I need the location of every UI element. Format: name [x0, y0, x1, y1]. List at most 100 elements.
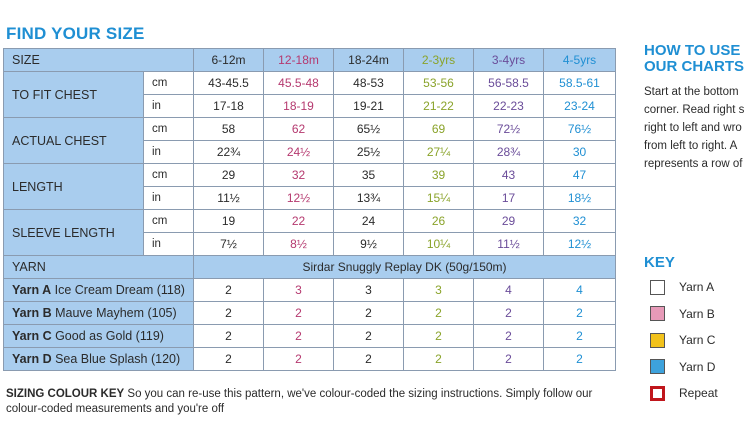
size-header-4-5yrs: 4-5yrs: [543, 48, 617, 72]
key-item-repeat: Repeat: [650, 385, 718, 401]
key-item-yarn-c: Yarn C: [650, 332, 715, 348]
unit-label: in: [142, 232, 195, 256]
measurement-value: 43-45.5: [193, 71, 265, 95]
measurement-value: 22: [263, 209, 335, 233]
measurement-value: 12½: [543, 232, 617, 256]
key-item-label: Yarn C: [679, 333, 716, 347]
measurement-value: 9½: [333, 232, 405, 256]
yarn-quantity-value: 2: [403, 347, 475, 371]
table-row: in 22¾ 24½ 25½ 27¼ 28¾ 30: [4, 140, 617, 164]
measurement-value: 32: [263, 163, 335, 187]
measurement-value: 45.5-48: [263, 71, 335, 95]
yarn-row: YARN Sirdar Snuggly Replay DK (50g/150m): [2, 255, 617, 279]
yarn-quantity-value: 4: [543, 278, 617, 302]
measurement-value: 18½: [543, 186, 617, 210]
yarn-quantity-value: 2: [263, 301, 335, 325]
table-row: Yarn C Good as Gold (119) 2 2 2 2 2 2: [2, 324, 617, 348]
measurement-value: 76½: [543, 117, 617, 141]
measurement-value: 30: [543, 140, 617, 164]
yarn-colour-name: Ice Cream Dream (118): [51, 283, 185, 297]
measurement-value: 69: [403, 117, 475, 141]
measurement-value: 13¾: [333, 186, 405, 210]
howto-title-line2: OUR CHARTS: [644, 58, 744, 75]
swatch-icon: [650, 279, 665, 295]
measurement-value: 43: [473, 163, 545, 187]
key-title: KEY: [644, 254, 675, 271]
yarn-quantity-value: 3: [333, 278, 405, 302]
measurement-value: 53-56: [403, 71, 475, 95]
key-item-yarn-a: Yarn A: [650, 279, 714, 295]
measurement-value: 58: [193, 117, 265, 141]
yarn-quantity-value: 4: [473, 278, 545, 302]
key-item-yarn-b: Yarn B: [650, 306, 715, 322]
measurement-value: 29: [473, 209, 545, 233]
measurement-label: ACTUAL CHEST: [3, 117, 144, 164]
measurement-value: 25½: [333, 140, 405, 164]
howto-body: Start at the bottom corner. Read right s r…: [644, 83, 744, 173]
sizing-colour-key: SIZING COLOUR KEY So you can re-use this…: [6, 387, 618, 417]
yarn-quantity-value: 2: [333, 324, 405, 348]
swatch-icon: [650, 385, 665, 401]
size-header-12-18m: 12-18m: [263, 48, 335, 72]
yarn-quantity-value: 2: [193, 347, 265, 371]
howto-title-line1: HOW TO USE: [644, 42, 741, 59]
yarn-colour-name: Good as Gold (119): [51, 329, 164, 343]
key-item-label: Yarn D: [679, 359, 716, 374]
table-row: SLEEVE LENGTH cm 19 22 24 26 29 32: [3, 209, 617, 256]
measurement-value: 12½: [263, 186, 335, 210]
yarn-quantity-label: Yarn C Good as Gold (119): [2, 324, 195, 348]
measurement-value: 11½: [473, 232, 545, 256]
measurement-value: 10¼: [403, 232, 475, 256]
measurement-value: 58.5-61: [543, 71, 617, 95]
yarn-quantity-value: 2: [473, 301, 545, 325]
unit-label: in: [142, 94, 195, 118]
size-header-3-4yrs: 3-4yrs: [473, 48, 545, 72]
howto-line: corner. Read right s: [644, 104, 745, 116]
yarn-quantity-value: 2: [403, 301, 475, 325]
yarn-quantity-value: 3: [403, 278, 475, 302]
size-header-row: SIZE 6-12m 12-18m 18-24m 2-3yrs 3-4yrs 4-5yrs: [2, 48, 617, 72]
yarn-quantity-value: 3: [263, 278, 335, 302]
howto-line: from left to right. A: [644, 140, 738, 152]
yarn-code: Yarn B: [12, 306, 52, 320]
yarn-quantity-value: 2: [403, 324, 475, 348]
measurement-value: 27¼: [403, 140, 475, 164]
key-item-label: Yarn B: [679, 306, 715, 321]
measurement-value: 29: [193, 163, 265, 187]
measurement-value: 48-53: [333, 71, 405, 95]
measurement-value: 23-24: [543, 94, 617, 118]
yarn-quantity-value: 2: [473, 347, 545, 371]
measurement-value: 19-21: [333, 94, 405, 118]
measurement-value: 24½: [263, 140, 335, 164]
measurement-label: TO FIT CHEST: [3, 71, 144, 118]
measurement-label: LENGTH: [3, 163, 144, 210]
measurement-value: 17: [473, 186, 545, 210]
sizing-key-label: SIZING COLOUR KEY: [6, 388, 125, 400]
table-row: TO FIT CHEST cm 43-45.5 45.5-48 48-53 53-56 56…: [3, 71, 617, 118]
unit-label: in: [142, 186, 195, 210]
table-row: in 11½ 12½ 13¾ 15¼ 17 18½: [4, 186, 617, 210]
unit-label: cm: [142, 209, 195, 233]
measurement-label: SLEEVE LENGTH: [3, 209, 144, 256]
swatch-icon: [650, 306, 665, 321]
measurement-value: 11½: [193, 186, 265, 210]
table-row: LENGTH cm 29 32 35 39 43 47: [3, 163, 617, 210]
yarn-code: Yarn D: [12, 352, 52, 366]
measurement-value: 26: [403, 209, 475, 233]
measurement-value: 21-22: [403, 94, 475, 118]
measurement-value: 56-58.5: [473, 71, 545, 95]
howto-line: right to left and wro: [644, 122, 742, 134]
size-header-2-3yrs: 2-3yrs: [403, 48, 475, 72]
table-row: in 7½ 8½ 9½ 10¼ 11½ 12½: [4, 232, 617, 256]
measurement-value: 65½: [333, 117, 405, 141]
measurement-value: 19: [193, 209, 265, 233]
yarn-quantity-value: 2: [263, 347, 335, 371]
size-table: SIZE 6-12m 12-18m 18-24m 2-3yrs 3-4yrs 4-5yrs T…: [2, 48, 617, 371]
size-header-18-24m: 18-24m: [333, 48, 405, 72]
unit-label: in: [142, 140, 195, 164]
yarn-label: YARN: [2, 255, 195, 279]
yarn-quantity-value: 2: [543, 324, 617, 348]
key-item-label: Yarn A: [679, 280, 715, 294]
unit-label: cm: [142, 71, 195, 95]
yarn-quantity-value: 2: [333, 301, 405, 325]
